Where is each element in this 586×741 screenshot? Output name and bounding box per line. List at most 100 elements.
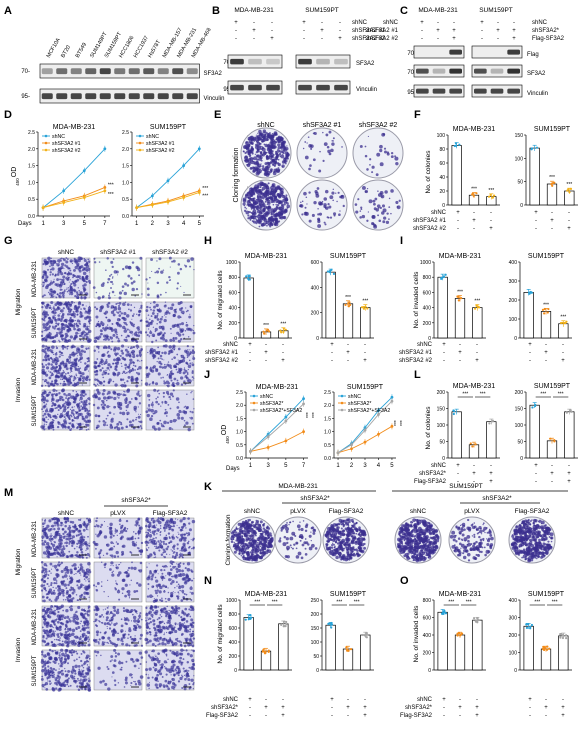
stained-cell bbox=[152, 326, 155, 328]
colony bbox=[250, 204, 254, 208]
colony bbox=[259, 151, 263, 155]
stained-cell bbox=[103, 370, 105, 373]
colony bbox=[275, 133, 278, 136]
stained-cell bbox=[131, 334, 133, 336]
stained-cell bbox=[50, 581, 53, 585]
colony bbox=[339, 210, 341, 212]
replicate-dot bbox=[347, 302, 350, 305]
stained-cell bbox=[43, 404, 47, 408]
stained-cell bbox=[110, 307, 112, 309]
stained-cell bbox=[63, 268, 65, 270]
stained-cell bbox=[111, 330, 113, 332]
sign-cell-b: + bbox=[338, 36, 342, 42]
stained-cell bbox=[52, 586, 54, 589]
blot-vinculin-mda-band bbox=[266, 84, 280, 91]
colony bbox=[332, 137, 335, 140]
y-tick-label: 1.5 bbox=[122, 164, 129, 170]
stained-cell bbox=[80, 593, 84, 597]
stained-cell bbox=[85, 275, 89, 278]
stained-cell bbox=[145, 278, 148, 281]
bar bbox=[472, 307, 483, 339]
stained-cell bbox=[177, 583, 180, 586]
stained-cell bbox=[126, 388, 131, 392]
replicate-dot bbox=[360, 306, 364, 309]
y-tick-label: 200 bbox=[229, 321, 238, 327]
stained-cell bbox=[155, 545, 158, 548]
stained-cell bbox=[108, 368, 110, 370]
stained-cell bbox=[190, 585, 192, 588]
stained-cell bbox=[191, 547, 193, 550]
stained-cell bbox=[154, 330, 157, 333]
rescue-image bbox=[92, 561, 143, 603]
stained-cell bbox=[87, 412, 92, 417]
stained-cell bbox=[167, 532, 171, 535]
stained-cell bbox=[59, 406, 63, 409]
stained-cell bbox=[98, 335, 102, 339]
legend-marker bbox=[138, 134, 142, 138]
legend-marker bbox=[340, 394, 344, 398]
stained-cell bbox=[130, 375, 134, 379]
stained-cell bbox=[98, 351, 100, 353]
stained-cell bbox=[117, 406, 120, 409]
stained-cell bbox=[112, 276, 114, 278]
stained-cell bbox=[49, 535, 53, 538]
colony bbox=[331, 140, 333, 142]
stained-cell bbox=[118, 291, 123, 295]
colony bbox=[390, 155, 394, 159]
data-point bbox=[266, 435, 270, 439]
chart-title: MDA-MB-231 bbox=[439, 253, 482, 260]
stained-cell bbox=[113, 328, 118, 332]
stained-cell bbox=[55, 406, 58, 409]
sign-cell-c: - bbox=[497, 36, 499, 42]
stained-cell bbox=[50, 540, 52, 543]
stained-cell bbox=[46, 284, 50, 288]
stained-cell bbox=[120, 421, 122, 424]
stained-cell bbox=[73, 406, 75, 408]
stained-cell bbox=[98, 531, 102, 535]
sign-row-name: shNC bbox=[532, 20, 548, 26]
stained-cell bbox=[108, 275, 111, 277]
stained-cell bbox=[182, 516, 186, 521]
stained-cell bbox=[147, 541, 150, 544]
stained-cell bbox=[93, 542, 97, 546]
stained-cell bbox=[184, 369, 188, 373]
replicate-dot bbox=[362, 307, 366, 310]
stained-cell bbox=[53, 305, 55, 307]
data-point bbox=[390, 395, 394, 399]
stained-cell bbox=[174, 310, 177, 314]
stained-cell bbox=[95, 519, 98, 523]
significance-stars: *** bbox=[400, 420, 406, 426]
x-tick-label: 5 bbox=[83, 221, 87, 227]
stained-cell bbox=[64, 520, 68, 523]
stained-cell bbox=[183, 367, 186, 369]
stained-cell bbox=[179, 338, 183, 341]
stained-cell bbox=[115, 541, 118, 543]
stained-cell bbox=[176, 413, 181, 417]
stained-cell bbox=[160, 405, 162, 407]
stained-cell bbox=[75, 416, 79, 420]
stained-cell bbox=[189, 349, 191, 351]
stained-cell bbox=[165, 291, 167, 294]
colony bbox=[258, 129, 262, 134]
stained-cell bbox=[94, 306, 97, 309]
stained-cell bbox=[152, 354, 157, 358]
stained-cell bbox=[44, 305, 46, 307]
stained-cell bbox=[52, 326, 55, 329]
stained-cell bbox=[59, 541, 63, 545]
stained-cell bbox=[150, 319, 154, 323]
stained-cell bbox=[117, 306, 122, 311]
stained-cell bbox=[117, 359, 120, 362]
stained-cell bbox=[170, 522, 173, 524]
stained-cell bbox=[114, 532, 116, 534]
stained-cell bbox=[81, 269, 84, 272]
stained-cell bbox=[125, 397, 127, 399]
colony bbox=[382, 133, 386, 136]
stained-cell bbox=[169, 266, 171, 268]
stained-cell bbox=[176, 282, 180, 285]
sign-cell-f: + bbox=[534, 210, 538, 216]
colony bbox=[390, 189, 394, 193]
stained-cell bbox=[69, 381, 72, 384]
sign-row-name: Flag-SF3A2 bbox=[532, 36, 565, 42]
colony bbox=[260, 218, 262, 220]
stained-cell bbox=[149, 538, 151, 541]
